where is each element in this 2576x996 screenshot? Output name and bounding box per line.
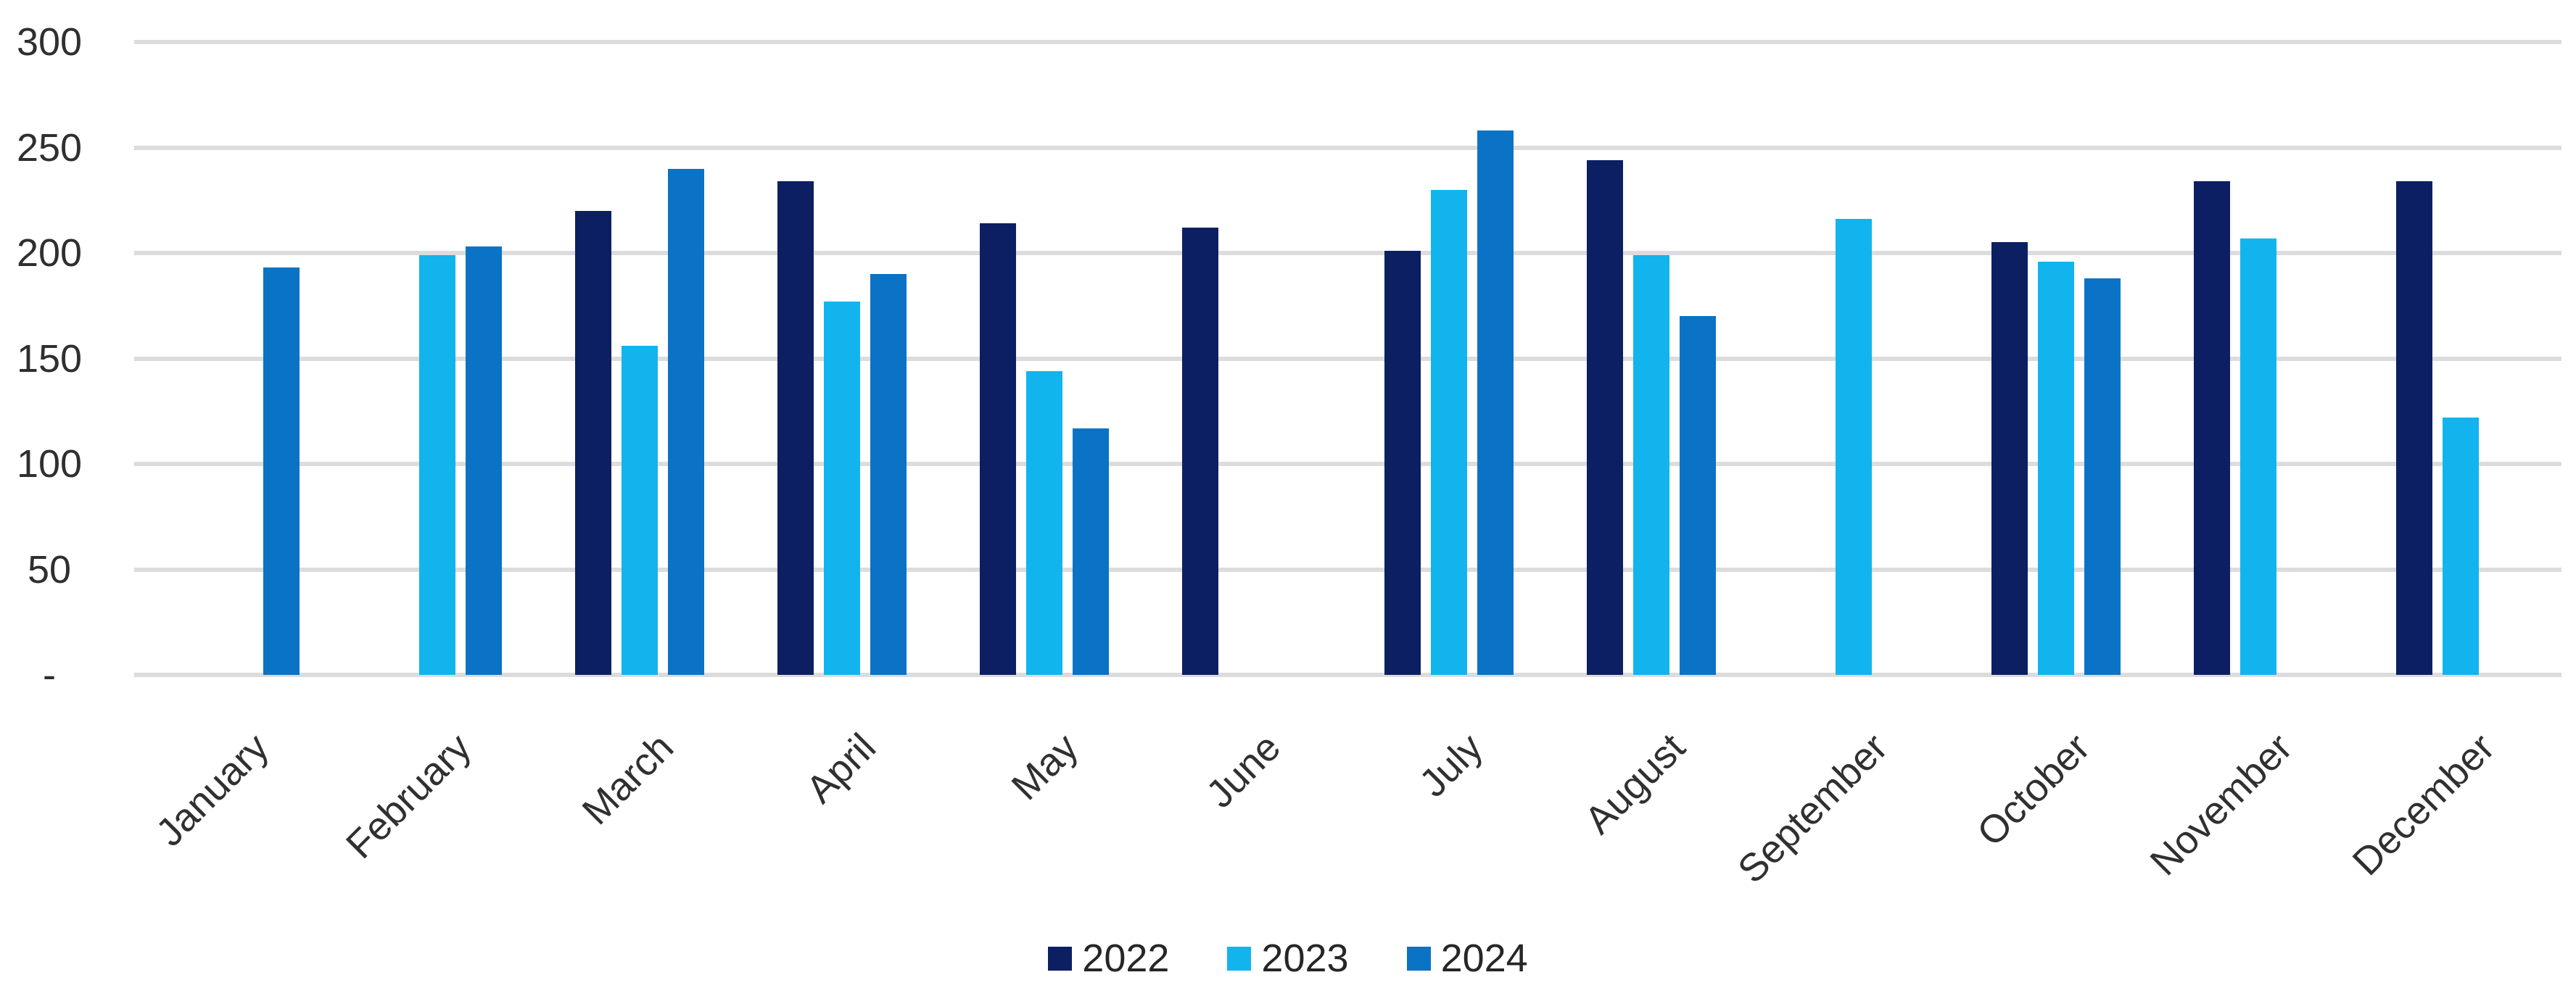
gridline (134, 40, 2561, 44)
x-axis-label: October (1968, 725, 2098, 855)
bar-2022-october (1991, 242, 2028, 675)
x-axis-label: May (1003, 725, 1087, 809)
x-axis-label: February (338, 725, 480, 867)
x-axis-label: March (574, 725, 682, 834)
bar-2022-august (1586, 160, 1623, 675)
legend-label: 2022 (1082, 937, 1170, 980)
x-axis-label: July (1411, 725, 1492, 806)
x-axis-label: September (1729, 725, 1896, 892)
bar-2023-february (419, 255, 456, 675)
y-tick-label: 100 (16, 442, 83, 486)
bar-group-may (944, 42, 1146, 675)
y-tick-label: 50 (27, 547, 72, 592)
y-tick-label: 150 (16, 336, 83, 381)
legend-label: 2023 (1261, 937, 1349, 980)
plot-area (134, 42, 2561, 675)
bar-group-november (2157, 42, 2359, 675)
bar-group-march (539, 42, 741, 675)
bar-group-april (741, 42, 944, 675)
bar-2024-march (668, 169, 705, 675)
x-axis-label: November (2142, 725, 2300, 884)
x-axis-label: April (798, 725, 885, 812)
legend-swatch-icon (1048, 946, 1073, 971)
legend-item-2023: 2023 (1227, 937, 1349, 980)
legend-item-2022: 2022 (1048, 937, 1169, 980)
bar-2023-july (1430, 190, 1467, 675)
x-axis-label: June (1197, 725, 1289, 816)
bar-2024-july (1477, 130, 1514, 675)
bar-2023-march (622, 346, 659, 675)
bar-2022-may (980, 223, 1017, 675)
gridline (134, 462, 2561, 466)
y-tick-label: 200 (16, 231, 83, 275)
legend-item-2024: 2024 (1406, 937, 1528, 980)
bar-2022-july (1384, 251, 1421, 675)
bar-2023-may (1026, 371, 1063, 675)
bar-group-february (337, 42, 539, 675)
gridline (134, 567, 2561, 572)
gridline (134, 251, 2561, 255)
bar-2022-june (1182, 228, 1219, 675)
x-axis-label: August (1576, 725, 1694, 843)
bar-2024-august (1679, 316, 1716, 675)
legend-swatch-icon (1406, 946, 1431, 971)
bar-group-january (134, 42, 337, 675)
bar-2024-april (870, 274, 907, 675)
bar-group-september (1752, 42, 1954, 675)
y-tick-label: 250 (16, 125, 83, 170)
bar-group-december (2359, 42, 2561, 675)
bar-2023-december (2442, 418, 2479, 675)
legend-swatch-icon (1227, 946, 1252, 971)
bar-2023-november (2239, 238, 2276, 675)
bar-2024-october (2084, 278, 2121, 675)
legend: 2022 2023 2024 (0, 937, 2576, 980)
y-tick-label: 300 (16, 20, 83, 64)
bar-2023-september (1835, 219, 1872, 675)
bar-2024-february (466, 246, 503, 675)
bar-2023-october (2037, 262, 2074, 675)
x-axis-label: December (2344, 725, 2503, 884)
x-axis-label: January (148, 725, 278, 855)
bar-group-august (1550, 42, 1752, 675)
bar-2022-december (2395, 181, 2432, 675)
bar-2024-january (263, 267, 300, 675)
legend-label: 2024 (1440, 937, 1528, 980)
gridline (134, 145, 2561, 150)
bar-2022-november (2193, 181, 2230, 675)
bar-group-july (1348, 42, 1551, 675)
bar-2023-august (1632, 255, 1669, 675)
gridline (134, 673, 2561, 677)
bar-2023-april (824, 302, 861, 675)
bar-2022-april (777, 181, 814, 675)
bar-group-june (1146, 42, 1348, 675)
bar-2024-may (1073, 428, 1110, 675)
gridline (134, 356, 2561, 361)
bar-group-october (1954, 42, 2157, 675)
bar-2022-march (575, 211, 612, 675)
y-tick-label: - (43, 653, 56, 697)
